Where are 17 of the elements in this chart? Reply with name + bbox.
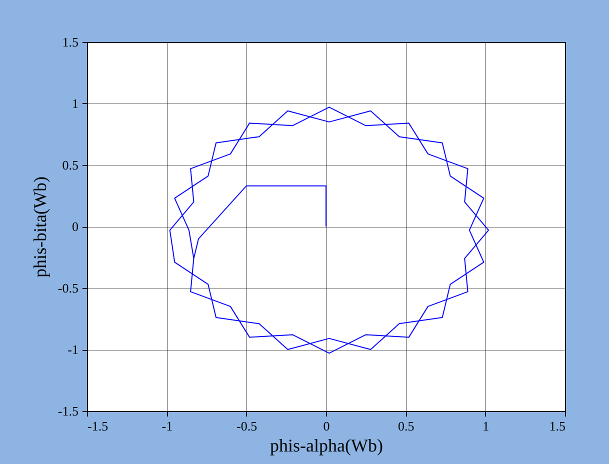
line-series <box>169 106 490 354</box>
y-tick-label: 1.5 <box>62 34 78 50</box>
y-tick-label: -0.5 <box>58 280 78 296</box>
x-tick-label: -0.5 <box>236 418 258 434</box>
x-tick-label: 0 <box>323 418 330 434</box>
x-tick-label: -1 <box>162 418 173 434</box>
x-axis-title: phis-alpha(Wb) <box>270 436 383 456</box>
y-axis-title: phis-bita(Wb) <box>30 176 50 278</box>
x-tick-label: 0.5 <box>398 418 414 434</box>
y-tick-label: 0 <box>72 219 78 234</box>
y-tick-label: -1 <box>68 342 78 357</box>
y-tick-label: -1.5 <box>58 404 78 418</box>
y-tick-label: 0.5 <box>62 158 78 172</box>
x-tick-label: 1 <box>482 418 490 434</box>
x-tick-label: 1.5 <box>549 418 566 434</box>
x-tick-label: -1.5 <box>88 418 108 434</box>
y-tick-label: 1 <box>72 96 78 111</box>
